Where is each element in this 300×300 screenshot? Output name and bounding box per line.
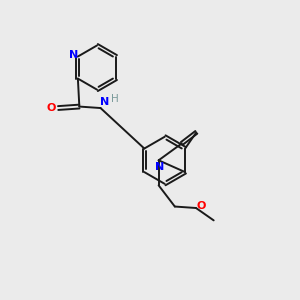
Text: O: O	[196, 201, 206, 211]
Text: N: N	[69, 50, 79, 60]
Text: N: N	[100, 97, 109, 106]
Text: O: O	[47, 103, 56, 113]
Text: H: H	[110, 94, 118, 103]
Text: N: N	[154, 162, 164, 172]
